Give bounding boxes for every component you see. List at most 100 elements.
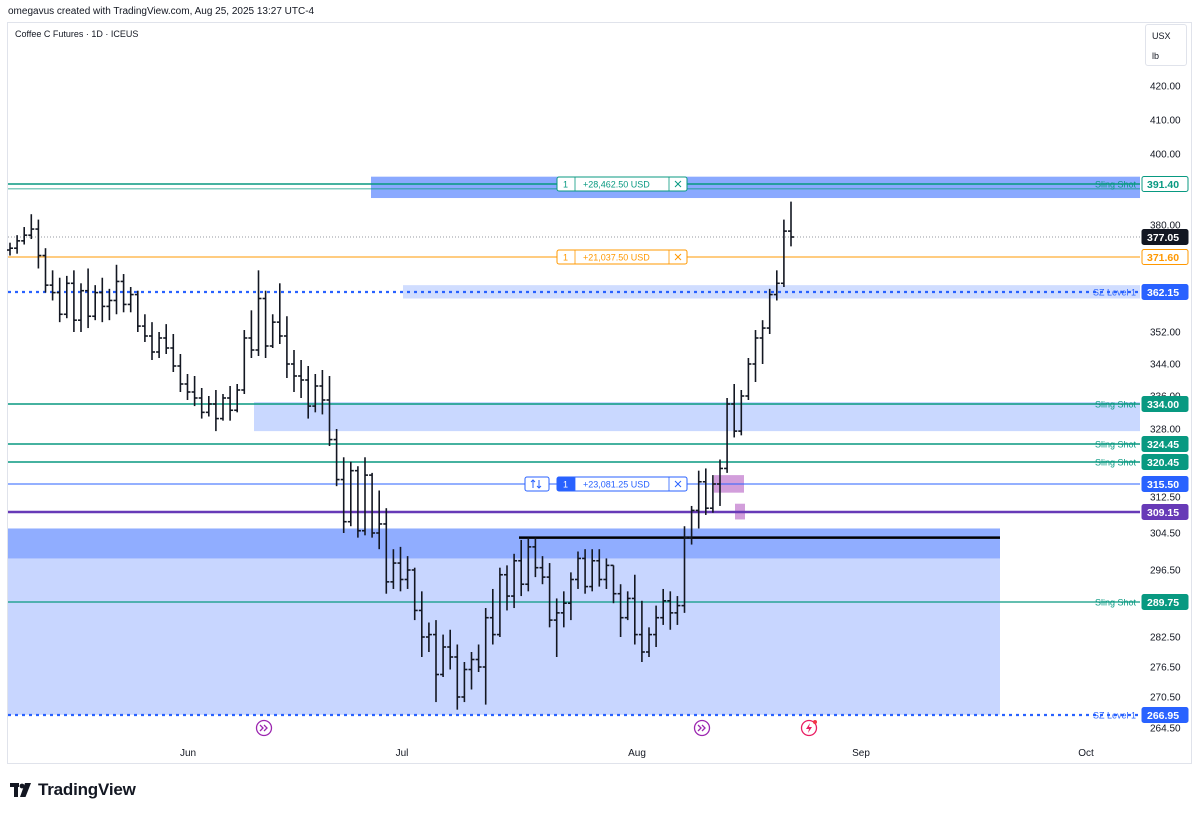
ohlc-bar — [120, 274, 127, 313]
position-label-1[interactable]: 1 +28,462.50 USD — [556, 176, 688, 192]
ohlc-bar — [404, 556, 411, 589]
ohlc-bar — [376, 490, 383, 550]
ohlc-bar — [134, 290, 141, 332]
svg-text:371.60: 371.60 — [1147, 252, 1179, 264]
ohlc-bar — [7, 242, 13, 256]
ohlc-bar — [475, 644, 482, 672]
ohlc-bar — [532, 537, 539, 578]
ohlc-bar — [333, 429, 340, 487]
ohlc-bars — [7, 201, 794, 710]
demand-zone-inner — [8, 528, 1000, 559]
ohlc-bar — [674, 596, 681, 625]
ohlc-bar — [525, 537, 532, 592]
ohlc-bar — [788, 201, 794, 247]
header-credit: omegavus created with TradingView.com, A… — [8, 6, 315, 17]
close-icon — [674, 253, 682, 261]
ohlc-bar — [99, 277, 106, 323]
price-tick: 304.50 — [1150, 529, 1181, 540]
price-tick: 270.50 — [1150, 693, 1181, 704]
svg-text:334.00: 334.00 — [1147, 399, 1179, 411]
position-label-2[interactable]: 1 +21,037.50 USD — [556, 249, 688, 265]
ohlc-bar — [28, 214, 35, 240]
ohlc-bar — [589, 549, 596, 592]
time-tick: Jul — [396, 748, 409, 759]
ohlc-bar — [354, 466, 361, 538]
price-badge-371-60: 371.60 — [1141, 249, 1189, 265]
tradingview-logo-text: TradingView — [38, 780, 136, 799]
ohlc-bar — [283, 316, 290, 378]
ohlc-bar — [113, 264, 120, 315]
svg-text:377.05: 377.05 — [1147, 232, 1179, 244]
ohlc-bar — [681, 526, 688, 613]
ohlc-bar — [468, 652, 475, 690]
ohlc-bar — [731, 384, 738, 438]
ohlc-bar — [248, 310, 255, 358]
position-label-3[interactable]: 1 +23,081.25 USD — [524, 476, 688, 492]
ohlc-bar — [21, 227, 28, 245]
ohlc-bar — [262, 290, 269, 358]
ohlc-bar — [141, 314, 148, 342]
price-tick: 380.00 — [1150, 221, 1181, 232]
fast-forward-event-icon[interactable] — [255, 719, 273, 737]
ohlc-bar — [269, 314, 276, 348]
price-badge-377-05: 377.05 — [1141, 229, 1189, 245]
svg-text:+21,037.50 USD: +21,037.50 USD — [583, 253, 650, 263]
price-badges: 391.40 377.05 371.60 362.15 334.00 324.45 320.… — [1141, 176, 1189, 723]
svg-text:1: 1 — [563, 253, 568, 263]
svg-text:289.75: 289.75 — [1147, 597, 1179, 609]
ohlc-bar — [305, 366, 312, 419]
fast-forward-event-icon[interactable] — [693, 719, 711, 737]
tradingview-logo-icon — [10, 783, 31, 797]
currency-unit-box[interactable] — [1145, 24, 1187, 66]
svg-text:+23,081.25 USD: +23,081.25 USD — [583, 480, 650, 490]
price-tick: 282.50 — [1150, 633, 1181, 644]
ohlc-bar — [596, 549, 603, 587]
lightning-event-icon[interactable] — [800, 719, 818, 737]
ohlc-bar — [234, 384, 241, 413]
time-axis: Jun Jul Aug Sep Oct — [180, 748, 1094, 759]
ohlc-bar — [745, 358, 752, 400]
ohlc-bar — [759, 320, 766, 364]
close-icon — [674, 480, 682, 488]
ohlc-bar — [582, 549, 589, 594]
price-tick: 344.00 — [1150, 360, 1181, 371]
ohlc-bar — [575, 551, 581, 589]
ohlc-bar — [298, 360, 305, 398]
ohlc-bar — [667, 591, 674, 630]
time-tick: Aug — [628, 748, 646, 759]
ohlc-bar — [255, 270, 262, 356]
ohlc-bar — [617, 584, 624, 637]
ohlc-bar — [752, 330, 759, 382]
ohlc-bar — [660, 588, 667, 625]
ohlc-bar — [454, 644, 461, 710]
hline-label-6: Sling Shot — [1095, 458, 1137, 468]
tradingview-logo: TradingView — [10, 780, 136, 800]
ohlc-bar — [198, 388, 205, 419]
ohlc-bar — [35, 219, 42, 269]
price-badge-309-15: 309.15 — [1141, 504, 1189, 520]
ohlc-bar — [127, 287, 134, 313]
ohlc-bar — [425, 622, 432, 652]
ohlc-bar — [340, 457, 347, 533]
close-icon — [674, 180, 682, 188]
ohlc-bar — [653, 605, 660, 647]
ohlc-bar — [85, 268, 92, 329]
chart-frame — [7, 22, 1192, 764]
svg-text:315.50: 315.50 — [1147, 479, 1179, 491]
ohlc-bar — [766, 288, 773, 334]
ohlc-bar — [603, 558, 610, 589]
price-tick: 352.00 — [1150, 328, 1181, 339]
supply-zone-top — [371, 176, 1140, 199]
symbol-title[interactable]: Coffee C Futures · 1D · ICEUS — [15, 29, 139, 39]
price-tick: 328.00 — [1150, 425, 1181, 436]
hline-label-3: SZ Level 1 — [1093, 288, 1136, 298]
time-tick: Jun — [180, 748, 196, 759]
ohlc-bar — [646, 627, 652, 657]
position-labels: 1 +28,462.50 USD 1 +21,037.50 USD 1 +23,081.2… — [524, 176, 688, 492]
unit-label: lb — [1152, 51, 1160, 61]
ohlc-bar — [184, 374, 191, 400]
ohlc-bar — [319, 370, 326, 415]
svg-text:1: 1 — [563, 480, 568, 490]
reverse-position-icon — [524, 476, 550, 492]
